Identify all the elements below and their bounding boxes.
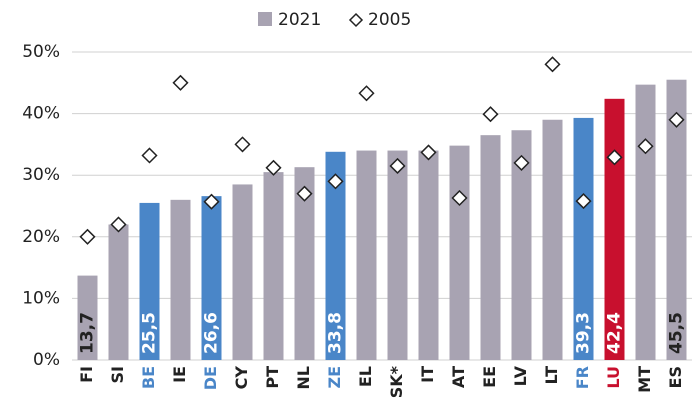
x-tick-label: SI [108,366,127,383]
x-tick-label: IT [418,366,437,383]
x-tick-label: EL [356,366,375,387]
bar [449,145,470,360]
y-tick-label: 20% [22,227,60,247]
bar [573,117,594,360]
marker [327,173,344,190]
bar [604,98,625,360]
marker [265,159,282,176]
y-tick-label: 10% [22,288,60,308]
bar [139,202,160,360]
value-label: 26,6 [202,312,222,354]
bar [325,151,346,360]
bar [418,150,439,360]
bar [77,275,98,360]
x-tick-label: MT [635,366,654,393]
x-tick-label: SK* [387,365,406,398]
x-tick-label: CY [232,366,251,390]
marker [296,185,313,202]
x-tick-label: LV [511,365,530,386]
bar [356,150,377,360]
bar [232,184,253,360]
marker [358,85,375,102]
bar [387,150,408,360]
legend-label: 2021 [278,10,321,30]
legend-swatch [258,12,272,26]
marker [513,154,530,171]
x-tick-label: IE [170,366,189,383]
bar [542,119,563,360]
bar [666,79,687,360]
x-tick-label: LT [542,366,561,385]
value-label: 25,5 [140,312,160,354]
value-label: 13,7 [78,312,98,354]
bar [635,84,656,360]
value-label: 42,4 [605,312,625,354]
marker [606,149,623,166]
marker [172,74,189,91]
value-label: 33,8 [326,312,346,354]
x-tick-label: EE [480,366,499,388]
bar [511,130,532,360]
marker [544,56,561,73]
bar [201,196,222,360]
bar [294,167,315,360]
marker [141,147,158,164]
marker [110,216,127,233]
x-tick-label: FR [573,366,592,389]
x-tick-label: DE [201,366,220,390]
x-tick-label: LU [604,366,623,389]
x-tick-label: ES [666,366,685,388]
bar [170,199,191,360]
marker [482,106,499,123]
x-tick-label: AT [449,366,468,388]
x-tick-label: BE [139,366,158,389]
value-label: 45,5 [667,312,687,354]
legend-label: 2005 [368,10,411,30]
legend-marker [348,12,364,28]
marker [389,157,406,175]
y-tick-label: 30% [22,165,60,185]
marker [234,136,251,153]
y-tick-label: 50% [22,42,60,62]
x-tick-label: ZE [325,366,344,389]
value-label: 39,3 [574,312,594,354]
bar [263,172,284,360]
marker [668,111,685,128]
x-tick-label: NL [294,366,313,390]
bar [108,224,129,360]
marker [451,189,468,207]
marker [575,193,592,210]
x-tick-label: FI [77,366,96,383]
marker [637,138,654,155]
y-tick-label: 40% [22,104,60,124]
bar [480,135,501,360]
marker [203,193,220,210]
marker [79,228,96,245]
marker [420,144,437,161]
y-tick-label: 0% [33,350,60,370]
x-tick-label: PT [263,366,282,389]
